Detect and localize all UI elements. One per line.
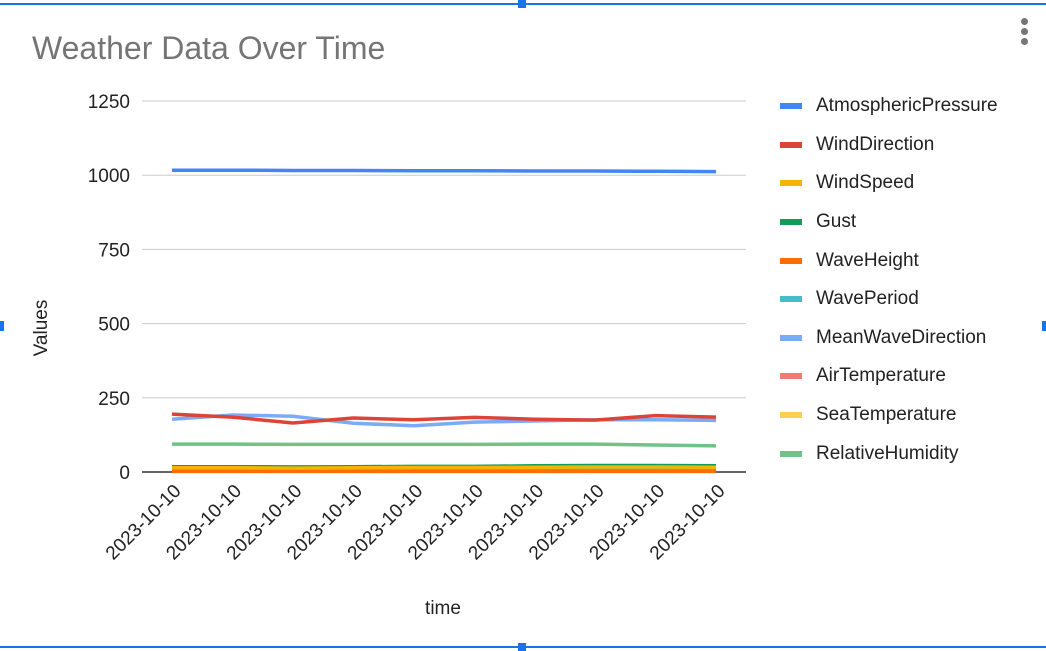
legend-swatch [780, 334, 802, 341]
legend-swatch [780, 180, 802, 187]
y-tick-label: 1000 [88, 166, 130, 187]
legend-swatch [780, 257, 802, 264]
series-lines [171, 168, 717, 474]
legend-item-seatemperature[interactable]: SeaTemperature [780, 396, 998, 435]
legend-swatch [780, 296, 802, 303]
legend-item-winddirection[interactable]: WindDirection [780, 126, 998, 165]
legend-item-windspeed[interactable]: WindSpeed [780, 164, 998, 203]
menu-dot [1020, 38, 1028, 45]
series-line-winddirection[interactable] [171, 412, 717, 425]
y-tick-label: 1250 [88, 92, 130, 113]
legend-item-waveheight[interactable]: WaveHeight [780, 241, 998, 280]
legend-item-gust[interactable]: Gust [780, 203, 998, 242]
legend-label: AirTemperature [816, 365, 946, 387]
legend: AtmosphericPressure WindDirection WindSpee… [780, 87, 998, 473]
x-axis-ticks: 2023-10-102023-10-102023-10-102023-10-10… [102, 481, 730, 565]
menu-dot [1020, 18, 1028, 25]
legend-label: Gust [816, 211, 857, 233]
series-line-atmosphericpressure[interactable] [172, 168, 717, 174]
legend-swatch [780, 450, 802, 457]
legend-label: RelativeHumidity [816, 442, 959, 464]
menu-dot [1020, 28, 1028, 35]
legend-item-relativehumidity[interactable]: RelativeHumidity [780, 434, 998, 473]
legend-item-airtemperature[interactable]: AirTemperature [780, 357, 998, 396]
legend-label: WaveHeight [816, 249, 919, 271]
resize-handle-bottom[interactable] [518, 643, 526, 651]
legend-item-waveperiod[interactable]: WavePeriod [780, 280, 998, 319]
legend-item-atmosphericpressure[interactable]: AtmosphericPressure [780, 87, 998, 126]
y-tick-label: 500 [98, 315, 130, 336]
resize-handle-right[interactable] [1042, 321, 1046, 331]
y-axis-label: Values [31, 300, 52, 357]
legend-label: AtmosphericPressure [816, 95, 998, 117]
legend-label: WindDirection [816, 133, 935, 155]
chart-title: Weather Data Over Time [32, 30, 386, 66]
resize-handle-top[interactable] [518, 0, 526, 8]
legend-item-meanwavedirection[interactable]: MeanWaveDirection [780, 319, 998, 358]
y-tick-label: 0 [119, 463, 130, 484]
series-line-relativehumidity[interactable] [172, 442, 717, 448]
legend-label: SeaTemperature [816, 404, 957, 426]
resize-handle-left[interactable] [0, 321, 4, 331]
legend-label: WindSpeed [816, 172, 915, 194]
legend-label: WavePeriod [816, 288, 919, 310]
legend-label: MeanWaveDirection [816, 326, 987, 348]
series-line-windspeed[interactable] [172, 465, 717, 470]
legend-swatch [780, 141, 802, 148]
y-tick-label: 250 [98, 389, 130, 410]
x-axis-label: time [425, 598, 461, 619]
series-line-meanwavedirection[interactable] [171, 413, 717, 428]
y-axis-ticks: 0 250 500 750 1000 1250 [88, 92, 130, 484]
legend-swatch [780, 219, 802, 226]
legend-swatch [780, 373, 802, 380]
y-tick-label: 750 [98, 240, 130, 261]
legend-swatch [780, 412, 802, 419]
legend-swatch [780, 103, 802, 110]
more-vert-icon[interactable] [1012, 16, 1036, 48]
